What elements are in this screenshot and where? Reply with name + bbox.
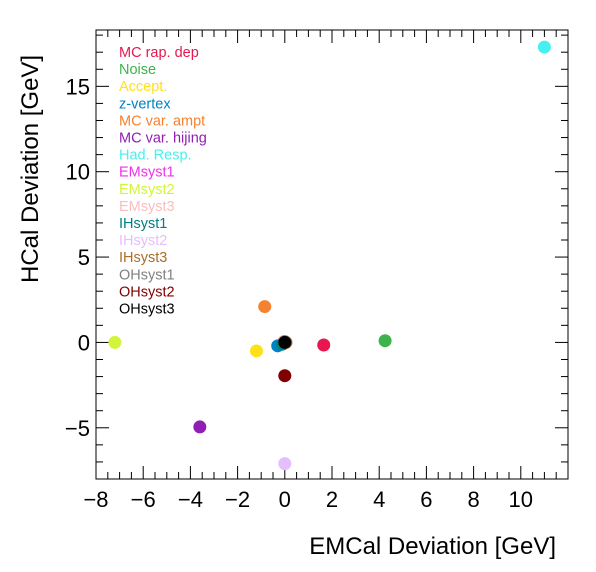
x-tick-label: −4 [178, 487, 203, 512]
y-tick-label: 5 [78, 245, 90, 270]
legend-entry: IHsyst1 [119, 216, 167, 232]
legend-entry: MC var. hijing [119, 131, 207, 147]
legend-entry: Had. Resp. [119, 148, 192, 164]
data-point [317, 338, 331, 352]
legend-entry: EMsyst2 [119, 182, 175, 198]
axis-ticks [95, 30, 569, 480]
legend-entry: OHsyst1 [119, 267, 175, 283]
x-tick-label: 6 [420, 487, 432, 512]
x-tick-label: −2 [225, 487, 250, 512]
legend-entry: Noise [119, 62, 156, 78]
legend-entry: MC var. ampt [119, 113, 205, 129]
legend-entry: IHsyst3 [119, 250, 167, 266]
x-tick-label: 8 [467, 487, 479, 512]
legend-entry: EMsyst1 [119, 165, 175, 181]
data-point [278, 335, 292, 349]
x-tick-label: 4 [373, 487, 385, 512]
legend-entry: OHsyst2 [119, 284, 175, 300]
legend-entry: z-vertex [119, 96, 171, 112]
y-tick-label: −5 [65, 416, 90, 441]
data-points [108, 40, 551, 471]
legend-entry: Accept. [119, 79, 167, 95]
data-point [378, 334, 392, 348]
data-point [108, 335, 122, 349]
y-axis-title: HCal Deviation [GeV] [17, 55, 44, 283]
legend-entry: IHsyst2 [119, 233, 167, 249]
data-point [258, 300, 272, 314]
x-axis-title: EMCal Deviation [GeV] [309, 533, 556, 560]
legend-entry: OHsyst3 [119, 302, 175, 318]
x-tick-label: −8 [83, 487, 108, 512]
data-point [249, 344, 263, 358]
data-point [278, 457, 292, 471]
legend-entry: EMsyst3 [119, 199, 175, 215]
x-tick-label: −6 [131, 487, 156, 512]
y-tick-label: 0 [78, 330, 90, 355]
x-tick-label: 0 [279, 487, 291, 512]
legend-entry: MC rap. dep [119, 45, 199, 61]
x-tick-label: 2 [326, 487, 338, 512]
axis-tick-labels: −8 −6 −4 −2 0 2 4 6 8 10 −5 0 5 10 15 [65, 74, 533, 512]
y-tick-label: 15 [66, 74, 90, 99]
data-point [193, 420, 207, 434]
data-point [537, 40, 551, 54]
y-tick-label: 10 [66, 160, 90, 185]
data-point [278, 369, 292, 383]
x-tick-label: 10 [509, 487, 533, 512]
